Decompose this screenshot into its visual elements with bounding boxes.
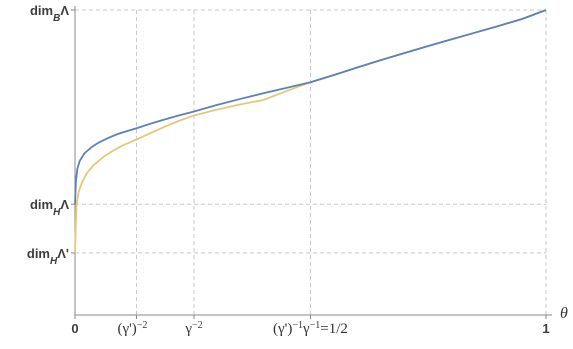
x-tick-label-0: 0 bbox=[71, 321, 78, 336]
series-group bbox=[74, 9, 547, 253]
grid bbox=[75, 9, 547, 315]
x-tick-label-3: (γ')−1γ−1=1/2 bbox=[273, 320, 348, 338]
labels: 0 (γ')−2 γ−2 (γ')−1γ−1=1/2 1 dimHΛ' dimHΛ dimBΛ… bbox=[27, 3, 568, 337]
x-tick-label-4: 1 bbox=[542, 321, 549, 336]
x-tick-label-1: (γ')−2 bbox=[117, 320, 147, 338]
axes bbox=[71, 6, 552, 319]
x-tick-label-2: γ−2 bbox=[184, 320, 202, 338]
y-tick-label-2: dimBΛ bbox=[30, 3, 69, 24]
y-tick-label-1: dimHΛ bbox=[30, 197, 69, 218]
x-axis-label: θ bbox=[560, 305, 568, 322]
series-line-0 bbox=[74, 9, 547, 205]
y-tick-label-0: dimHΛ' bbox=[27, 246, 69, 267]
